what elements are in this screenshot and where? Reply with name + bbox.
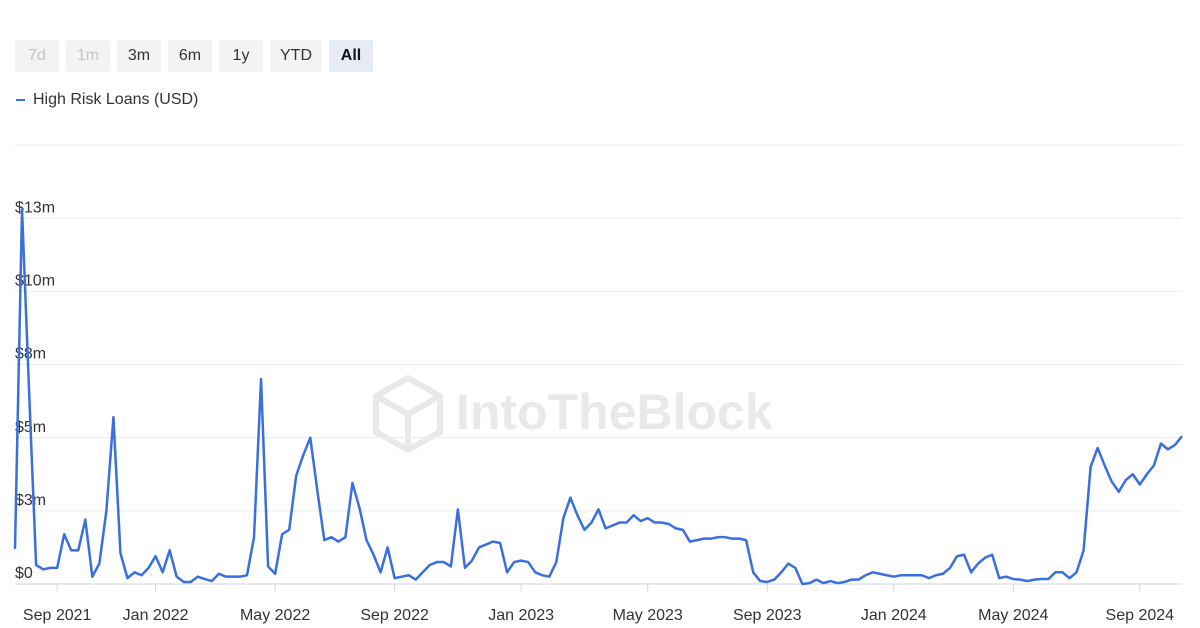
x-tick-label: Sep 2024 [1106, 607, 1175, 624]
watermark-logo [373, 374, 443, 454]
range-button: 7d [15, 40, 59, 72]
range-button[interactable]: YTD [270, 40, 322, 72]
x-tick-label: Jan 2023 [488, 607, 554, 624]
x-tick-label: May 2023 [613, 607, 683, 624]
y-tick-label: $3m [15, 492, 46, 509]
y-tick-label: $0 [15, 565, 33, 582]
x-tick-label: Sep 2022 [360, 607, 429, 624]
x-tick-label: Jan 2022 [123, 607, 189, 624]
x-tick-label: May 2022 [240, 607, 310, 624]
range-button[interactable]: All [329, 40, 373, 72]
range-button[interactable]: 1y [219, 40, 263, 72]
range-selector: 7d 1m 3m 6m 1y YTD All [15, 40, 373, 72]
range-button[interactable]: 6m [168, 40, 212, 72]
legend-label: High Risk Loans (USD) [33, 91, 198, 108]
watermark-logo [374, 393, 442, 450]
watermark: IntoTheBlock [373, 374, 773, 454]
y-tick-label: $8m [15, 346, 46, 363]
range-button: 1m [66, 40, 110, 72]
range-button[interactable]: 3m [117, 40, 161, 72]
y-tick-label: $13m [15, 199, 55, 216]
x-tick-label: Sep 2023 [733, 607, 802, 624]
data-line [13, 208, 1183, 586]
x-tick-label: May 2024 [978, 607, 1048, 624]
watermark-text: IntoTheBlock [456, 384, 773, 440]
x-tick-label: Sep 2021 [23, 607, 92, 624]
x-tick-label: Jan 2024 [861, 607, 927, 624]
